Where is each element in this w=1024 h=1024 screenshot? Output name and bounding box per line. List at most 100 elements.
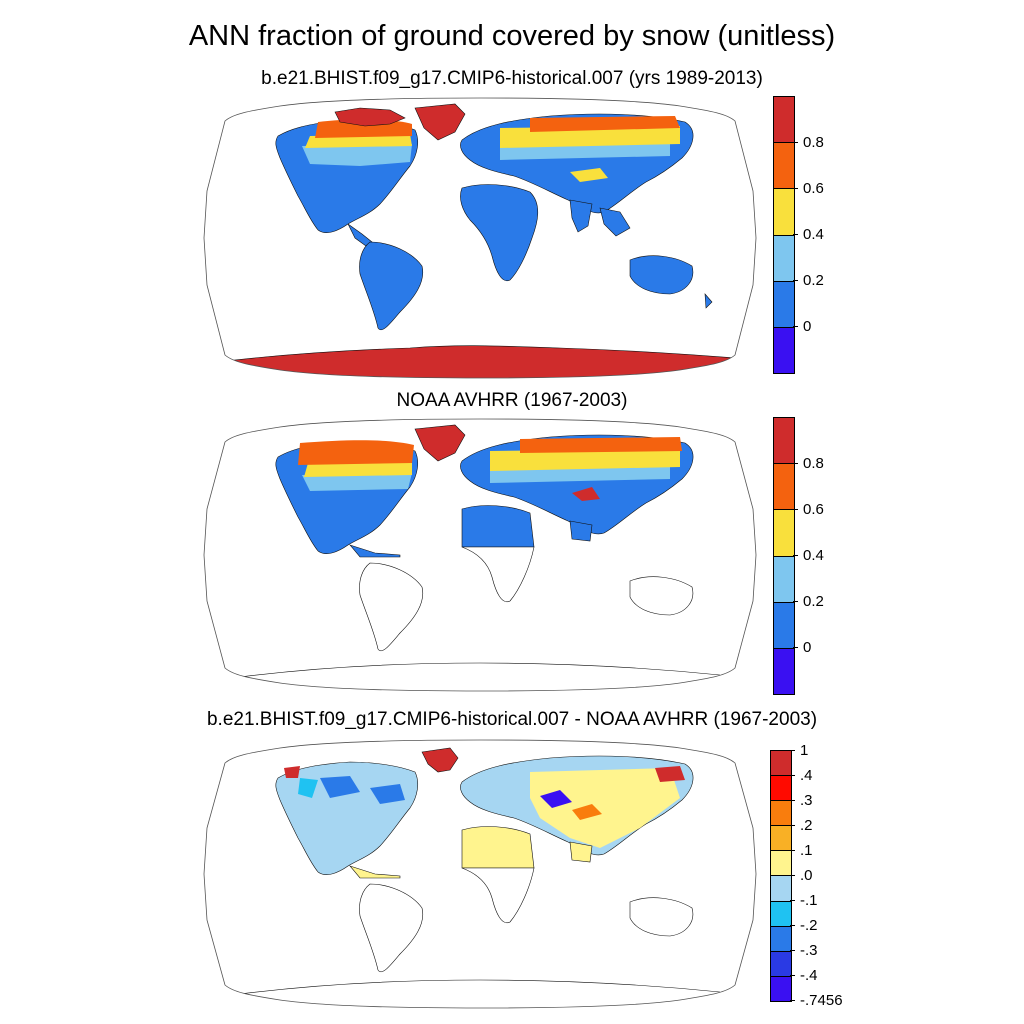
colorbar-tick — [793, 234, 798, 235]
colorbar-label: 0 — [803, 639, 812, 656]
na-cyan-patch — [298, 778, 318, 798]
eurasia-orange — [520, 437, 682, 453]
figure-title: ANN fraction of ground covered by snow (… — [188, 20, 836, 52]
africa-north — [461, 826, 535, 869]
colorbar-segment — [774, 327, 794, 374]
observed-snow-map — [203, 418, 757, 692]
colorbar-segment — [771, 901, 791, 927]
colorbar-segment — [774, 648, 794, 695]
tibet-negative — [540, 790, 572, 808]
colorbar-segment — [774, 602, 794, 649]
colorbar-tick — [790, 950, 795, 951]
colorbar-segment — [774, 418, 794, 465]
india — [569, 199, 593, 233]
colorbar-tick — [793, 601, 798, 602]
central-america — [347, 223, 373, 247]
colorbar-panel-1: 0.8 0.6 0.4 0.2 0 — [773, 96, 833, 374]
colorbar-segment — [774, 510, 794, 557]
colorbar-tick — [790, 925, 795, 926]
eurasia-orange — [530, 116, 680, 132]
colorbar-label: -.4 — [800, 967, 818, 984]
colorbar-tick — [793, 188, 798, 189]
africa — [460, 184, 539, 282]
panel-1-subtitle: b.e21.BHIST.f09_g17.CMIP6-historical.007… — [261, 68, 763, 89]
colorbar-label: 0.6 — [803, 180, 824, 197]
colorbar-panel-3: 1 .4 .3 .2 .1 .0 -.1 -.2 -.3 -.4 -.7456 — [770, 743, 855, 1008]
na-light-band — [302, 473, 412, 491]
colorbar-segment — [774, 143, 794, 190]
canadian-arctic — [334, 107, 406, 127]
colorbar-tick — [793, 326, 798, 327]
colorbar-tick — [790, 800, 795, 801]
colorbar-segment — [771, 801, 791, 827]
colorbar-box — [770, 750, 792, 1002]
australia — [629, 897, 694, 937]
colorbar-tick — [790, 750, 795, 751]
colorbar-segment — [774, 189, 794, 236]
tibet-positive — [572, 804, 602, 820]
colorbar-label: 0.8 — [803, 455, 824, 472]
colorbar-label: 0.4 — [803, 226, 824, 243]
colorbar-label: .0 — [800, 867, 813, 884]
colorbar-segment — [774, 97, 794, 144]
central-america — [349, 544, 401, 558]
colorbar-label: -.2 — [800, 917, 818, 934]
colorbar-box — [773, 417, 795, 695]
greenland — [414, 103, 466, 141]
australia — [629, 255, 694, 295]
africa-south — [461, 546, 535, 603]
colorbar-label: .4 — [800, 767, 813, 784]
colorbar-tick — [790, 850, 795, 851]
colorbar-box — [773, 96, 795, 374]
map-outline — [203, 739, 757, 1009]
colorbar-tick — [790, 900, 795, 901]
na-red-edge — [284, 766, 300, 778]
australia — [629, 576, 694, 616]
se-asia — [599, 207, 631, 237]
colorbar-tick — [790, 825, 795, 826]
map-outline — [203, 97, 757, 379]
colorbar-segment — [771, 826, 791, 852]
antarctica — [239, 662, 721, 678]
south-america — [359, 883, 424, 973]
colorbar-tick — [790, 1000, 795, 1001]
colorbar-segment — [774, 281, 794, 328]
colorbar-segment — [774, 464, 794, 511]
antarctica — [239, 979, 721, 995]
colorbar-label: .3 — [800, 792, 813, 809]
colorbar-label: .1 — [800, 842, 813, 859]
colorbar-segment — [771, 876, 791, 902]
colorbar-label: 0.8 — [803, 134, 824, 151]
colorbar-label: -.3 — [800, 942, 818, 959]
colorbar-panel-2: 0.8 0.6 0.4 0.2 0 — [773, 417, 833, 695]
colorbar-tick — [793, 280, 798, 281]
colorbar-tick — [790, 875, 795, 876]
colorbar-segment — [771, 776, 791, 802]
na-east-patch — [370, 784, 405, 804]
india — [569, 841, 593, 863]
na-orange-north — [298, 440, 414, 465]
model-snow-map — [203, 97, 757, 379]
colorbar-label: -.1 — [800, 892, 818, 909]
colorbar-tick — [790, 975, 795, 976]
colorbar-label: 0 — [803, 318, 812, 335]
colorbar-segment — [771, 951, 791, 977]
tibet — [572, 487, 600, 501]
colorbar-segment — [774, 235, 794, 282]
colorbar-segment — [771, 851, 791, 877]
na-light-band — [302, 144, 412, 166]
antarctica — [204, 345, 756, 378]
eurasia-yellow — [490, 449, 680, 471]
greenland — [414, 424, 466, 462]
south-america — [359, 562, 424, 652]
colorbar-segment — [771, 976, 791, 1001]
colorbar-tick — [790, 775, 795, 776]
colorbar-tick — [793, 142, 798, 143]
asia-red-edge — [655, 766, 685, 782]
colorbar-tick — [793, 463, 798, 464]
greenland — [421, 747, 459, 773]
colorbar-tick — [793, 647, 798, 648]
africa-north — [461, 505, 535, 548]
difference-map — [203, 739, 757, 1009]
panel-3-subtitle: b.e21.BHIST.f09_g17.CMIP6-historical.007… — [206, 709, 818, 730]
